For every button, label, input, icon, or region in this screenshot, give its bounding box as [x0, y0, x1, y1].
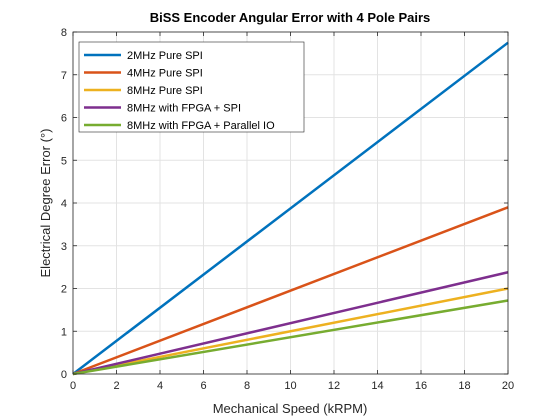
series-line-1: [72, 41, 509, 375]
legend-label-4: 8MHz with FPGA + SPI: [127, 103, 241, 115]
x-tick-label: 12: [328, 380, 340, 392]
legend-box: [78, 41, 305, 133]
y-tick-label: 2: [61, 284, 67, 296]
series-line-2: [72, 206, 509, 376]
y-tick-label: 8: [61, 27, 67, 39]
ticks: [72, 31, 509, 375]
legend-label-5: 8MHz with FPGA + Parallel IO: [127, 120, 275, 132]
x-tick-label: 10: [284, 380, 296, 392]
y-tick-label: 5: [61, 155, 67, 167]
legend-label-3: 8MHz Pure SPI: [127, 85, 203, 97]
x-tick-label: 20: [502, 380, 514, 392]
chart-title: BiSS Encoder Angular Error with 4 Pole P…: [150, 10, 431, 25]
series-line-5: [72, 299, 509, 376]
y-tick-label: 6: [61, 113, 67, 125]
x-tick-label: 2: [113, 380, 119, 392]
y-tick-label: 3: [61, 241, 67, 253]
y-tick-label: 7: [61, 70, 67, 82]
x-tick-label: 6: [200, 380, 206, 392]
y-tick-label: 0: [61, 369, 67, 381]
x-tick-label: 14: [371, 380, 383, 392]
y-tick-label: 1: [61, 326, 67, 338]
x-axis-label: Mechanical Speed (kRPM): [213, 401, 368, 416]
y-axis-label: Electrical Degree Error (°): [38, 129, 53, 278]
x-tick-label: 18: [458, 380, 470, 392]
x-tick-label: 8: [244, 380, 250, 392]
series-layer: [72, 41, 509, 376]
y-tick-label: 4: [61, 198, 67, 210]
x-tick-label: 0: [70, 380, 76, 392]
x-tick-labels: 0 2 4 6 8 10 12 14 16 18 20: [70, 380, 514, 392]
x-tick-label: 4: [157, 380, 163, 392]
x-tick-label: 16: [415, 380, 427, 392]
legend-label-2: 4MHz Pure SPI: [127, 68, 203, 80]
series-line-4: [72, 271, 509, 376]
y-tick-labels: 0 1 2 3 4 5 6 7 8: [61, 27, 67, 381]
legend-label-1: 2MHz Pure SPI: [127, 50, 203, 62]
legend: 2MHz Pure SPI 4MHz Pure SPI 8MHz Pure SPI 8…: [78, 41, 305, 133]
series-line-3: [72, 287, 509, 376]
